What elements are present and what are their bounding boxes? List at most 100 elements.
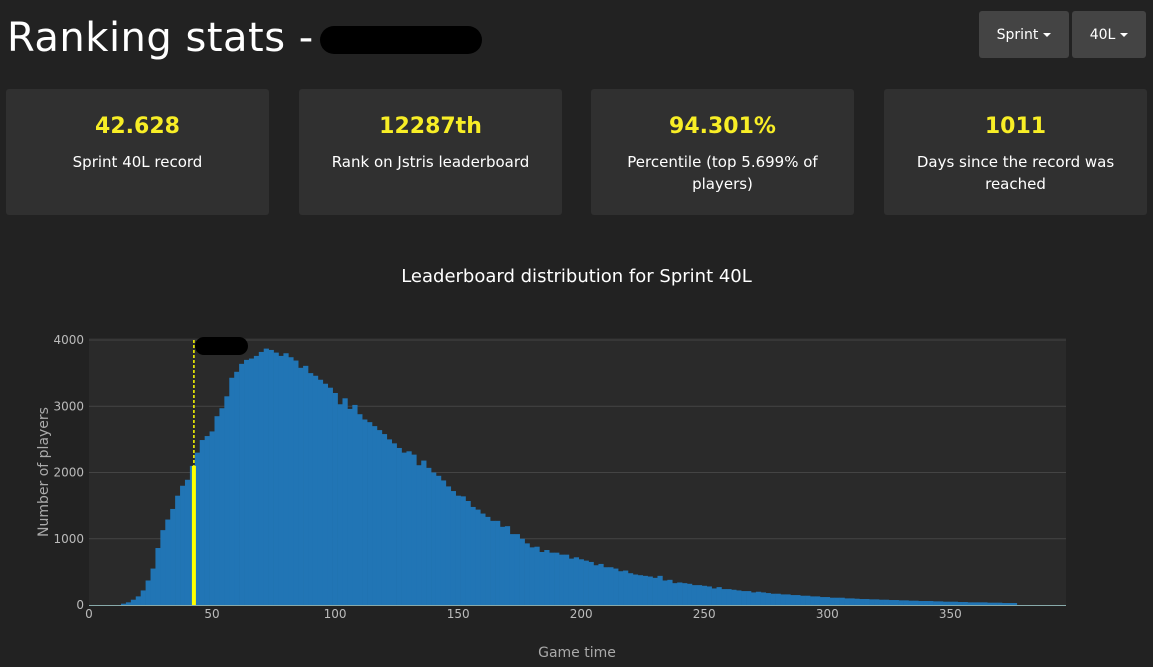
histogram-bar: [947, 601, 954, 605]
histogram-bar: [209, 431, 215, 605]
histogram-bar: [165, 519, 171, 605]
histogram-bar: [952, 601, 959, 605]
histogram-bar: [677, 582, 683, 605]
y-tick-label: 1000: [53, 532, 84, 546]
histogram-bar: [938, 601, 944, 605]
histogram-bar: [431, 472, 437, 605]
histogram-bar: [839, 597, 845, 605]
histogram-bar: [499, 526, 506, 605]
histogram-bar: [942, 601, 949, 605]
histogram-bar: [332, 393, 338, 605]
histogram-bar: [883, 599, 890, 605]
record-marker-bar: [191, 465, 196, 605]
stats-row: 42.628 Sprint 40L record 12287th Rank on…: [6, 89, 1147, 215]
histogram-bar: [918, 601, 924, 605]
x-tick-label: 50: [204, 607, 219, 621]
x-tick-label: 100: [324, 607, 347, 621]
histogram-bar: [682, 583, 688, 605]
histogram-bar: [312, 375, 319, 605]
histogram-bar: [780, 594, 786, 605]
histogram-bar: [170, 508, 176, 605]
caret-down-icon: [1043, 32, 1052, 37]
histogram-bar: [928, 601, 934, 605]
histogram-bar: [696, 585, 703, 605]
histogram-bar: [800, 595, 806, 605]
histogram-bar: [381, 434, 388, 605]
histogram-bar: [204, 436, 210, 605]
histogram-bar: [465, 500, 471, 605]
stat-label: Rank on Jstris leaderboard: [331, 153, 530, 171]
histogram-bar: [180, 485, 186, 605]
histogram-bar: [583, 560, 589, 605]
histogram-bar: [642, 575, 648, 605]
histogram-bar: [573, 557, 580, 605]
histogram-bar: [514, 534, 520, 605]
caret-down-icon: [1120, 32, 1129, 37]
histogram-bar: [647, 576, 653, 605]
histogram-bar: [814, 596, 821, 605]
histogram-bar: [903, 600, 909, 605]
histogram-bar: [416, 465, 422, 605]
histogram-bar: [229, 377, 235, 605]
histogram-bar: [770, 593, 776, 605]
histogram-bar: [888, 600, 895, 605]
redacted-marker-label: [195, 337, 248, 355]
histogram-bars: [120, 348, 1018, 605]
histogram-bar: [992, 602, 998, 605]
histogram-bar: [741, 591, 747, 605]
histogram-bar: [637, 575, 644, 605]
histogram-bar: [268, 349, 274, 605]
histogram-bar: [977, 602, 983, 605]
histogram-bar: [450, 491, 456, 605]
x-tick-label: 200: [570, 607, 593, 621]
histogram-bar: [194, 452, 201, 605]
x-tick-label: 350: [939, 607, 962, 621]
histogram-bar: [785, 594, 791, 605]
histogram-bar: [140, 590, 146, 605]
histogram-bar: [819, 597, 826, 605]
histogram-bar: [308, 373, 314, 605]
stat-value: 94.301%: [669, 114, 776, 139]
histogram-bar: [623, 570, 629, 605]
variant-dropdown[interactable]: 40L: [1072, 11, 1146, 58]
histogram-bar: [824, 597, 831, 605]
histogram-bar: [913, 600, 919, 605]
histogram-bar: [790, 595, 796, 605]
histogram-bar: [455, 495, 461, 605]
mode-dropdown[interactable]: Sprint: [979, 11, 1069, 58]
histogram-bar: [878, 599, 885, 605]
histogram-bar: [593, 565, 599, 605]
stat-card-record: 42.628 Sprint 40L record: [6, 89, 269, 215]
stat-value: 1011: [984, 114, 1047, 139]
histogram-bar: [490, 520, 496, 605]
histogram-bar: [632, 574, 639, 605]
histogram-bar: [775, 593, 781, 605]
x-tick-label: 150: [447, 607, 470, 621]
histogram-bar: [706, 586, 712, 605]
histogram-bar: [544, 550, 550, 605]
y-tick-label: 4000: [53, 333, 84, 347]
histogram-bar: [386, 439, 392, 605]
histogram-bar: [750, 592, 757, 605]
histogram-bar: [908, 600, 914, 605]
stat-label: Percentile (top 5.699% of players): [627, 153, 818, 193]
histogram-bar: [199, 440, 205, 605]
histogram-bar: [376, 430, 383, 605]
histogram-bar: [672, 583, 678, 605]
histogram-bar: [357, 414, 363, 605]
x-tick-label: 0: [85, 607, 93, 621]
histogram-bar: [972, 602, 978, 605]
histogram-bar: [253, 355, 260, 605]
stat-value: 12287th: [379, 114, 482, 139]
chart-title: Leaderboard distribution for Sprint 40L: [401, 266, 752, 287]
histogram-bar: [618, 571, 624, 605]
y-axis-ticks: 0 1000 2000 3000 4000: [53, 333, 84, 612]
histogram-bar: [155, 548, 161, 605]
histogram-bar: [293, 360, 299, 605]
histogram-bar: [367, 422, 373, 605]
histogram-bar: [184, 479, 191, 605]
histogram-bar: [411, 454, 417, 605]
histogram-bar: [588, 561, 594, 605]
histogram-bar: [568, 558, 575, 605]
histogram-bar: [150, 568, 156, 605]
